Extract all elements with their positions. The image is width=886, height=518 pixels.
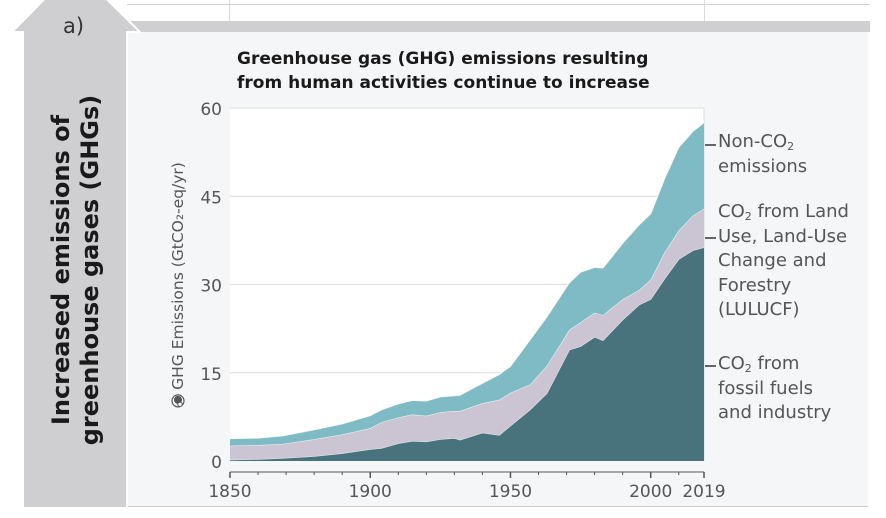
legend-label-line: CO2 from Land (718, 201, 849, 223)
legend-item-lulucf: CO2 from Land Use, Land-Use Change and Fore… (718, 200, 849, 323)
legend-leader-line (705, 237, 716, 239)
legend-label-line: Change and (718, 250, 827, 271)
panel-letter: a) (63, 14, 85, 38)
x-tick-label: 1900 (349, 482, 392, 502)
legend-item-fossil: CO2 from fossil fuels and industry (718, 352, 831, 426)
section-band (127, 21, 870, 32)
legend-label-line: CO2 from (718, 353, 800, 375)
chart-title-line1: Greenhouse gas (GHG) emissions resulting (237, 49, 649, 69)
top-column-divider (704, 0, 705, 22)
x-tick-label: 2019 (682, 482, 725, 502)
title-box (230, 32, 704, 109)
y-tick-label: 45 (200, 188, 222, 208)
y-tick-label: 30 (200, 277, 222, 297)
top-column-divider (229, 0, 230, 22)
y-axis-label: GHG Emissions (GtCO₂-eq/yr) (169, 162, 187, 408)
legend-leader-line (705, 365, 716, 367)
chart-title: Greenhouse gas (GHG) emissions resulting… (237, 47, 650, 95)
up-arrow-icon (9, 0, 143, 509)
globe-emissions-icon (171, 394, 185, 408)
area-edge-non_co2 (229, 122, 705, 440)
legend-label-line: Forestry (718, 274, 792, 296)
area-non_co2 (230, 122, 704, 446)
chart-title-line2: from human activities continue to increa… (237, 73, 650, 93)
x-tick-label: 1850 (208, 482, 251, 502)
legend-leader-line (705, 144, 716, 146)
x-tick-label: 1950 (489, 482, 532, 502)
x-tick-label: 2000 (629, 482, 672, 502)
area-fossil (230, 247, 704, 461)
legend-label-line: Non-CO2 (718, 131, 795, 153)
y-tick-label: 0 (211, 453, 222, 473)
legend-label-line: emissions (718, 155, 808, 177)
legend-label-line: (LULUCF) (718, 299, 800, 320)
legend-item-non_co2: Non-CO2 emissions (718, 130, 807, 179)
area-lulucf (230, 208, 704, 460)
legend-label-line: and industry (718, 402, 832, 423)
y-tick-label: 60 (200, 100, 222, 120)
legend-label-line: fossil fuels (718, 377, 814, 399)
y-tick-label: 15 (200, 365, 222, 385)
legend-label-line: Use, Land-Use (718, 225, 848, 247)
top-rule (127, 4, 870, 5)
